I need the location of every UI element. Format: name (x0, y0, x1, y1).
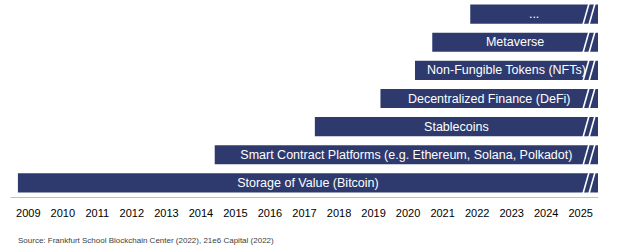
svg-text:2016: 2016 (258, 207, 282, 219)
svg-text:2023: 2023 (499, 207, 523, 219)
svg-text:...: ... (529, 7, 539, 21)
svg-text:2024: 2024 (534, 207, 558, 219)
svg-text:2022: 2022 (465, 207, 489, 219)
svg-text:Smart Contract Platforms (e.g.: Smart Contract Platforms (e.g. Ethereum,… (240, 148, 572, 162)
svg-text:Metaverse: Metaverse (486, 35, 544, 49)
svg-text:2020: 2020 (396, 207, 420, 219)
svg-text:2014: 2014 (189, 207, 213, 219)
svg-text:2018: 2018 (327, 207, 351, 219)
svg-text:2017: 2017 (292, 207, 316, 219)
svg-text:Stablecoins: Stablecoins (424, 120, 489, 134)
svg-text:2012: 2012 (120, 207, 144, 219)
svg-text:2013: 2013 (154, 207, 178, 219)
svg-text:2019: 2019 (361, 207, 385, 219)
svg-text:2025: 2025 (568, 207, 592, 219)
svg-text:Source: Frankfurt School Block: Source: Frankfurt School Blockchain Cent… (18, 236, 274, 245)
svg-text:2015: 2015 (223, 207, 247, 219)
svg-text:Non-Fungible Tokens (NFTs): Non-Fungible Tokens (NFTs) (427, 63, 586, 77)
svg-text:2010: 2010 (51, 207, 75, 219)
svg-text:Decentralized Finance (DeFi): Decentralized Finance (DeFi) (408, 92, 571, 106)
svg-text:Storage of Value (Bitcoin): Storage of Value (Bitcoin) (237, 176, 379, 190)
svg-text:2011: 2011 (85, 207, 109, 219)
svg-text:2009: 2009 (16, 207, 40, 219)
svg-text:2021: 2021 (430, 207, 454, 219)
